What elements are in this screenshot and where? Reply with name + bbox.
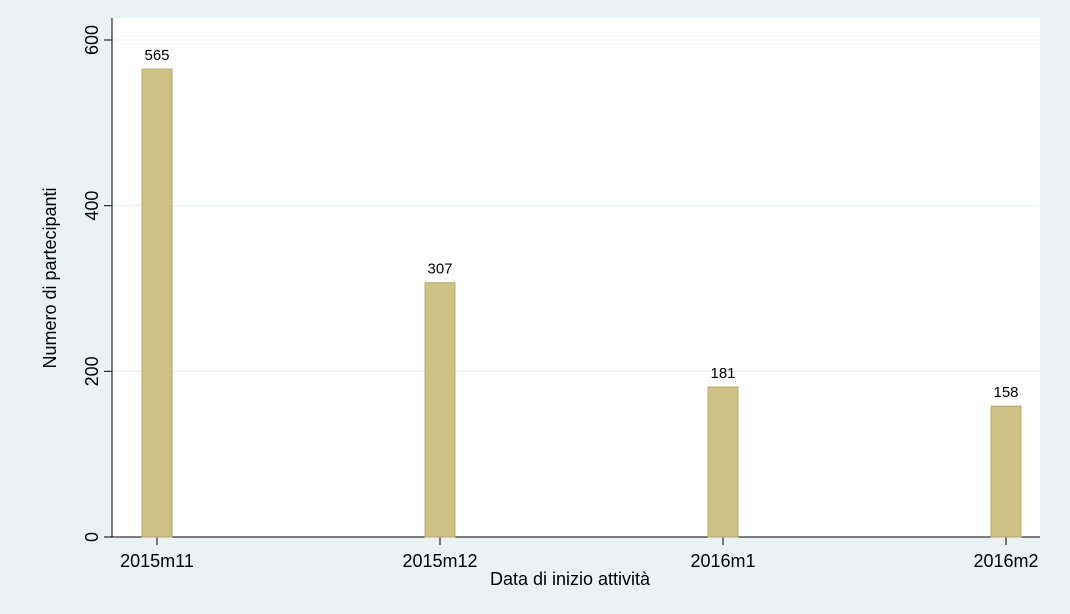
bar [424,282,456,538]
y-tick-label: 600 [82,25,102,55]
x-tick-label: 2015m11 [120,551,194,571]
y-tick-label: 200 [82,356,102,386]
value-label: 307 [427,261,452,278]
bar [707,386,739,538]
value-label: 565 [144,47,169,64]
x-axis-title: Data di inizio attività [490,569,651,589]
x-tick-label: 2016m1 [690,551,755,571]
y-axis-title: Numero di partecipanti [40,187,60,368]
y-tick-label: 0 [82,532,102,542]
y-tick-label: 400 [82,191,102,221]
plot-area [112,18,1040,537]
value-label: 181 [710,365,735,382]
bar [141,68,173,538]
value-label: 158 [993,384,1018,401]
bar [990,405,1022,538]
x-tick-label: 2016m2 [973,551,1038,571]
x-tick-label: 2015m12 [402,551,477,571]
